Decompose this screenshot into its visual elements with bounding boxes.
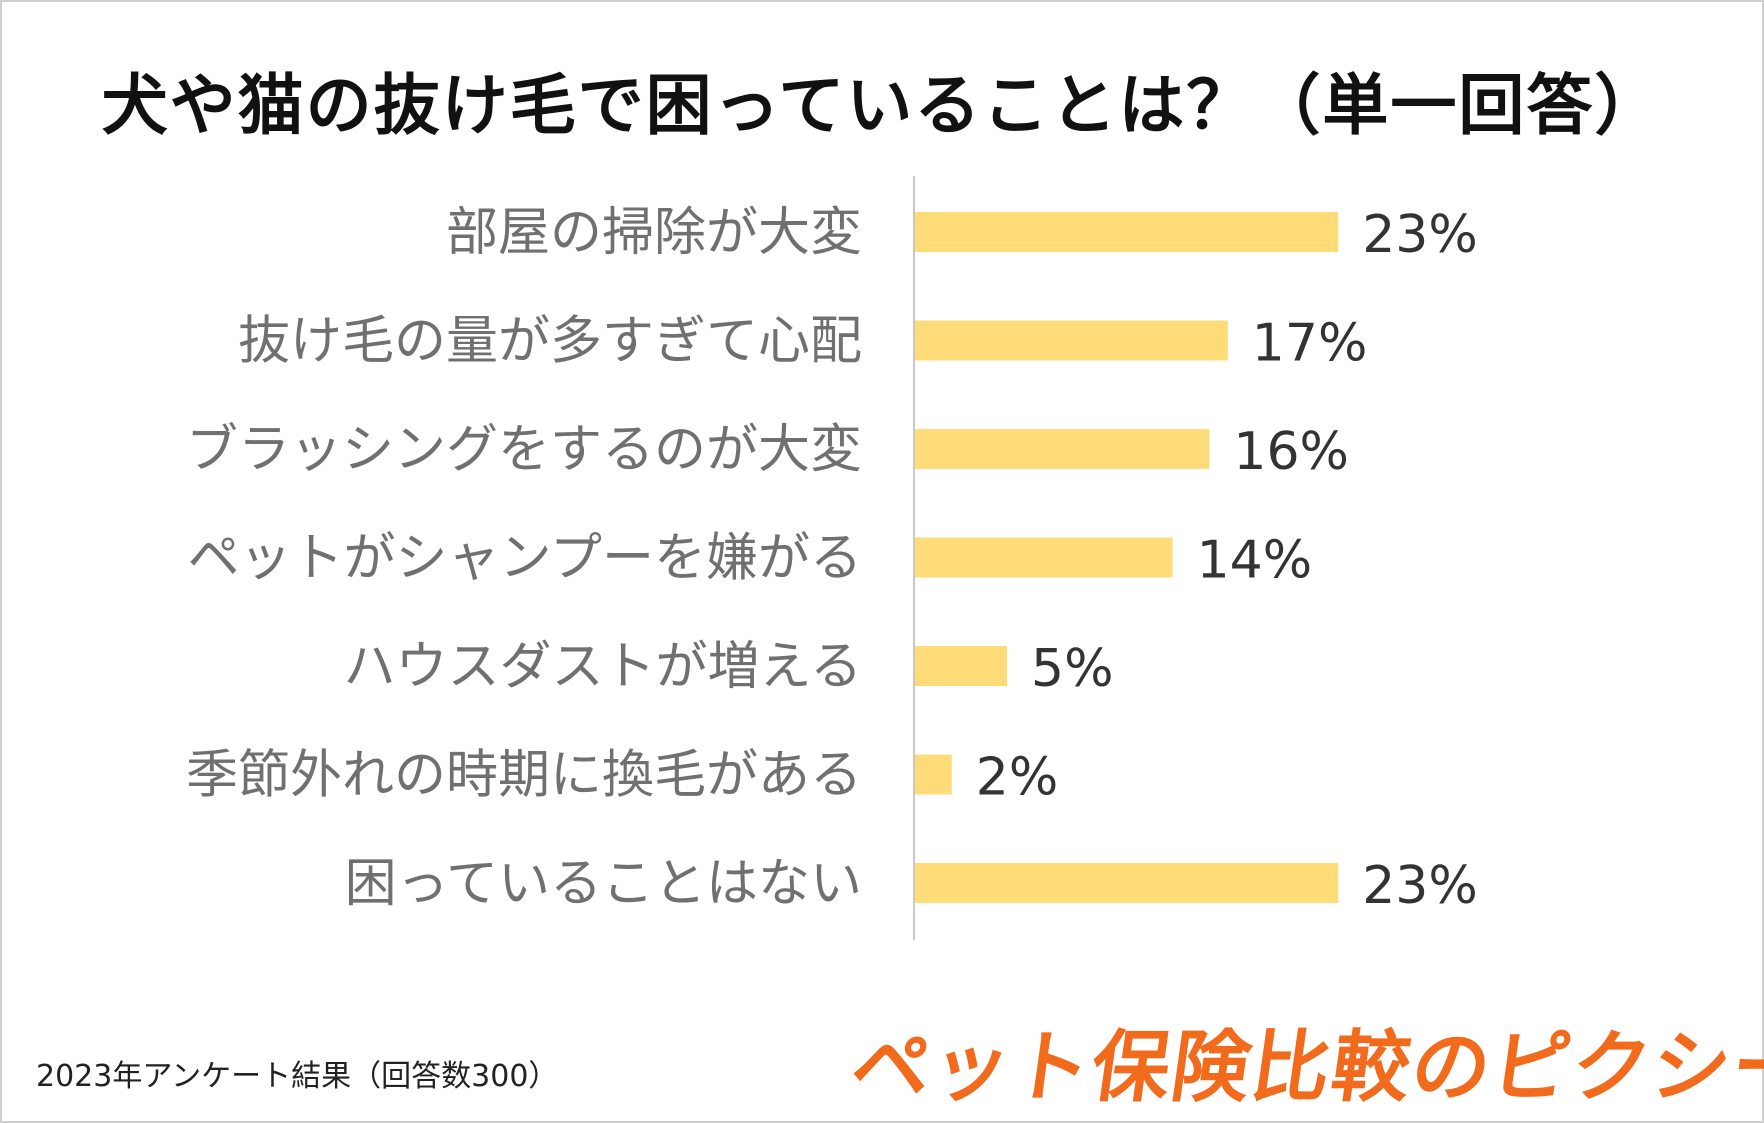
chart-title: 犬や猫の抜け毛で困っていることは？（単一回答） bbox=[101, 67, 1663, 144]
bar bbox=[915, 646, 1007, 686]
value-label: 2% bbox=[976, 748, 1059, 808]
bar bbox=[915, 429, 1210, 469]
category-label: 抜け毛の量が多すぎて心配 bbox=[238, 312, 862, 372]
survey-footnote: 2023年アンケート結果（回答数300） bbox=[36, 1059, 559, 1094]
value-label: 23% bbox=[1362, 205, 1478, 265]
value-label: 16% bbox=[1233, 422, 1349, 482]
brand-logo: ペット保険比較のピクシー bbox=[845, 1023, 1764, 1113]
bar bbox=[915, 212, 1339, 252]
bar bbox=[915, 537, 1173, 578]
category-label: 困っていることはない bbox=[345, 854, 862, 914]
value-label: 5% bbox=[1031, 639, 1114, 699]
category-label: 部屋の掃除が大変 bbox=[446, 203, 862, 263]
value-label: 14% bbox=[1197, 531, 1313, 591]
bar bbox=[915, 754, 952, 795]
category-label: ブラッシングをするのが大変 bbox=[186, 420, 862, 480]
category-label: 季節外れの時期に換毛がある bbox=[186, 746, 862, 806]
category-label: ペットがシャンプーを嫌がる bbox=[188, 529, 862, 589]
bar bbox=[915, 320, 1228, 361]
category-label: ハウスダストが増える bbox=[344, 637, 862, 697]
bar bbox=[915, 863, 1339, 903]
value-label: 23% bbox=[1362, 856, 1478, 916]
value-label: 17% bbox=[1252, 314, 1368, 374]
